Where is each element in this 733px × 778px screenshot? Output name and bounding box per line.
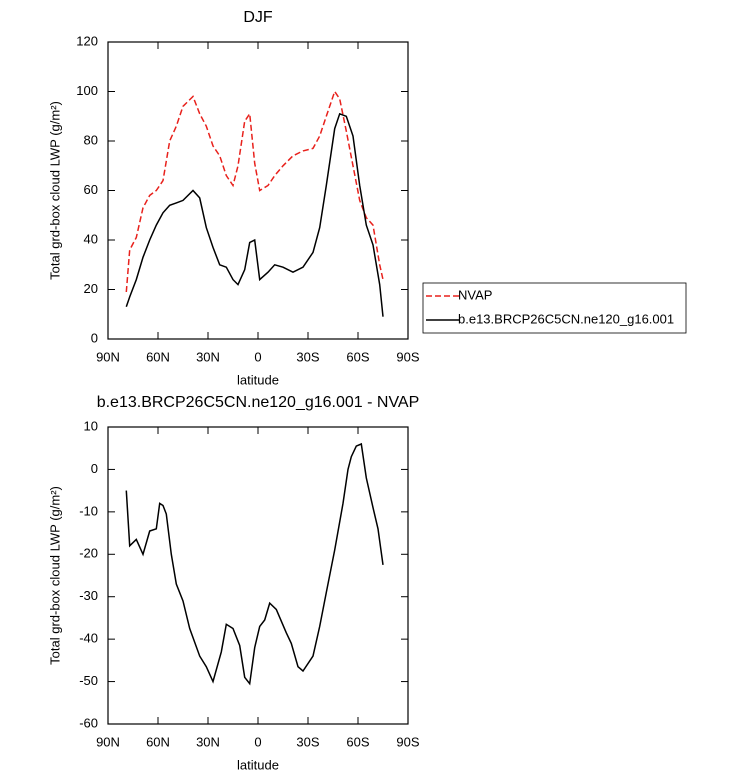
data-line — [125, 89, 384, 293]
y-tick-label: -10 — [79, 503, 98, 518]
chart-title: b.e13.BRCP26C5CN.ne120_g16.001 - NVAP — [97, 394, 420, 411]
x-tick-label: 60N — [146, 349, 170, 364]
x-tick-label: 90N — [96, 734, 120, 749]
y-tick-label: -40 — [79, 631, 98, 646]
y-tick-label: 60 — [84, 182, 98, 197]
x-tick-label: 30N — [196, 734, 220, 749]
x-axis-label: latitude — [237, 372, 279, 387]
y-tick-label: -30 — [79, 588, 98, 603]
x-tick-label: 90S — [396, 349, 419, 364]
y-tick-label: 10 — [84, 418, 98, 433]
x-tick-label: 90S — [396, 734, 419, 749]
legend-label: b.e13.BRCP26C5CN.ne120_g16.001 — [458, 311, 674, 326]
y-tick-label: -20 — [79, 546, 98, 561]
y-tick-label: 80 — [84, 132, 98, 147]
y-tick-label: -60 — [79, 715, 98, 730]
legend-box — [422, 282, 687, 334]
x-tick-label: 90N — [96, 349, 120, 364]
chart-title: DJF — [243, 9, 273, 26]
y-tick-label: 100 — [76, 83, 98, 98]
y-tick-label: 0 — [91, 461, 98, 476]
y-tick-label: 0 — [91, 330, 98, 345]
y-axis-label: Total grd-box cloud LWP (g/m²) — [47, 101, 62, 280]
y-tick-label: -50 — [79, 673, 98, 688]
y-axis-label: Total grd-box cloud LWP (g/m²) — [47, 486, 62, 665]
x-axis-label: latitude — [237, 757, 279, 772]
x-tick-label: 60S — [346, 734, 369, 749]
y-tick-label: 20 — [84, 281, 98, 296]
x-tick-label: 30N — [196, 349, 220, 364]
data-line — [125, 442, 384, 686]
legend-label: NVAP — [458, 287, 492, 302]
y-tick-label: 120 — [76, 33, 98, 48]
x-tick-label: 0 — [254, 734, 261, 749]
x-tick-label: 0 — [254, 349, 261, 364]
x-tick-label: 30S — [296, 734, 319, 749]
data-line — [125, 112, 384, 317]
y-tick-label: 40 — [84, 231, 98, 246]
x-tick-label: 60S — [346, 349, 369, 364]
plot-frame — [107, 426, 409, 725]
plot-frame — [107, 41, 409, 340]
x-tick-label: 30S — [296, 349, 319, 364]
x-tick-label: 60N — [146, 734, 170, 749]
